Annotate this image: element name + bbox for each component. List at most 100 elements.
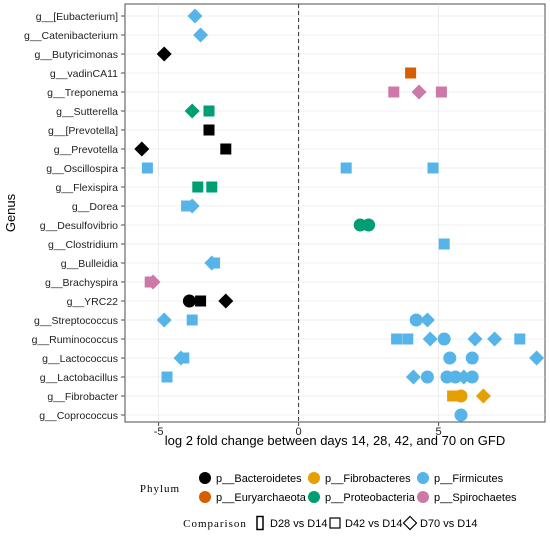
data-point: [195, 295, 207, 307]
y-tick-label: g__Catenibacterium: [24, 30, 118, 42]
data-point: [420, 370, 434, 384]
y-tick-label: g__Bulleidia: [61, 258, 118, 270]
data-point: [340, 162, 352, 174]
y-tick-label: g__[Eubacterium]: [36, 11, 118, 23]
data-point: [465, 370, 479, 384]
data-point: [362, 218, 376, 232]
data-point: [203, 124, 215, 136]
data-point: [206, 181, 218, 193]
data-point: [193, 27, 209, 43]
y-tick-label: g__Butyricimonas: [35, 49, 118, 61]
data-point: [448, 370, 462, 384]
y-tick-label: g__Coprococcus: [39, 410, 118, 422]
data-point: [184, 198, 200, 214]
data-point: [388, 86, 400, 98]
phylum-legend-key: [308, 491, 320, 503]
comparison-legend-key: [402, 515, 418, 531]
y-tick-label: g__Fibrobacter: [47, 391, 118, 403]
phylum-legend-title: Phylum: [140, 483, 180, 495]
comparison-legend-label: D28 vs D14: [270, 518, 327, 530]
y-tick-label: g__Brachyspira: [45, 277, 118, 289]
data-point: [411, 84, 427, 100]
y-tick-label: g__Oscillospira: [46, 163, 118, 175]
phylum-legend-label: p__Spirochaetes: [434, 492, 517, 504]
phylum-legend-label: p__Proteobacteria: [325, 492, 416, 504]
data-point: [427, 162, 439, 174]
x-axis-label: log 2 fold change between days 14, 28, 4…: [165, 433, 505, 448]
y-tick-label: g__Ruminococcus: [32, 334, 118, 346]
data-point: [141, 162, 153, 174]
y-tick-label: g__Clostridium: [48, 239, 118, 251]
comparison-legend-label: D42 vs D14: [345, 518, 402, 530]
phylum-legend-label: p__Bacteroidetes: [216, 473, 302, 485]
comparison-legend-key: [256, 515, 264, 531]
y-tick-label: g__Treponema: [47, 87, 118, 99]
data-point: [467, 331, 483, 347]
comparison-legend-shape: [402, 515, 418, 531]
data-point: [454, 408, 468, 422]
data-point: [487, 331, 503, 347]
comparison-legend: Comparison D28 vs D14 D42 vs D14 D70 vs D1…: [183, 515, 477, 531]
data-point: [454, 389, 468, 403]
x-tick-label: 0: [296, 426, 302, 438]
comparison-legend-shape: [256, 515, 264, 531]
data-point: [161, 371, 173, 383]
data-point: [182, 294, 196, 308]
data-point: [184, 103, 200, 119]
data-point: [145, 274, 161, 290]
y-tick-label: g__vadinCA11: [50, 68, 118, 80]
data-point: [514, 333, 526, 345]
phylum-legend-label: p__Firmicutes: [434, 473, 504, 485]
x-tick-label: -5: [154, 426, 164, 438]
data-point: [529, 350, 545, 366]
y-tick-label: g__Prevotella: [54, 144, 118, 156]
data-point: [419, 312, 435, 328]
y-tick-label: g__Sutterella: [56, 106, 118, 118]
y-tick-label: g__[Prevotella]: [48, 125, 118, 137]
data-point: [438, 238, 450, 250]
comparison-legend-key: [329, 517, 341, 529]
y-tick-label: g__Flexispira: [56, 182, 119, 194]
data-point: [402, 333, 414, 345]
data-point: [220, 143, 232, 155]
data-point: [187, 8, 203, 24]
phylum-legend-label: p__Euryarchaeota: [216, 492, 307, 504]
phylum-legend-key: [308, 472, 320, 484]
y-tick-label: g__YRC22: [67, 296, 119, 308]
data-point: [422, 331, 438, 347]
data-point: [134, 141, 150, 157]
data-point: [443, 351, 457, 365]
y-tick-label: g__Dorea: [72, 201, 118, 213]
phylum-legend-key: [199, 472, 211, 484]
y-tick-label: g__Lactococcus: [42, 353, 118, 365]
data-point: [409, 313, 423, 327]
data-point: [218, 293, 234, 309]
y-tick-label: g__Desulfovibrio: [40, 220, 118, 232]
comparison-legend-label: D70 vs D14: [420, 518, 477, 530]
data-point: [156, 312, 172, 328]
data-point: [156, 46, 172, 62]
data-point: [405, 369, 421, 385]
data-point: [465, 351, 479, 365]
y-tick-label: g__Lactobacillus: [40, 372, 118, 384]
data-points: [134, 8, 545, 422]
data-point: [437, 332, 451, 346]
data-point: [435, 86, 447, 98]
data-point: [173, 350, 189, 366]
y-axis-label: Genus: [3, 193, 18, 232]
x-tick-label: 5: [436, 426, 442, 438]
phylum-legend-label: p__Fibrobacteres: [325, 473, 411, 485]
y-tick-label: g__Streptococcus: [34, 315, 118, 327]
data-point: [475, 388, 491, 404]
phylum-legend-key: [417, 491, 429, 503]
data-point: [391, 333, 403, 345]
data-point: [447, 390, 459, 402]
x-tick-labels: -5 0 5: [154, 422, 442, 438]
data-point: [203, 105, 215, 117]
data-point: [204, 255, 220, 271]
phylum-legend-key: [199, 491, 211, 503]
y-tick-labels: g__[Eubacterium] g__Catenibacterium g__But…: [24, 11, 125, 422]
comparison-legend-title: Comparison: [183, 518, 247, 530]
phylum-legend: Phylum p__Bacteroidetes p__Fibrobacteres p…: [140, 472, 517, 504]
